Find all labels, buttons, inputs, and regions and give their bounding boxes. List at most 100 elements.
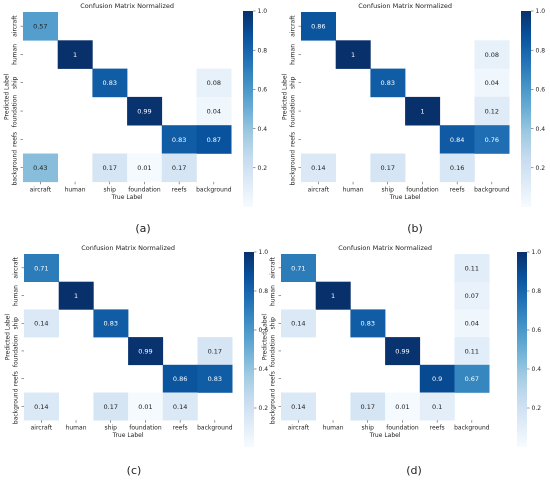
- cell-value-label: 0.04: [465, 320, 479, 328]
- cell-value-label: 0.83: [104, 320, 118, 328]
- cell-value-label: 0.01: [138, 403, 152, 411]
- x-tick-label-human: human: [65, 186, 86, 193]
- colorbar-tick-label: 1.0: [259, 249, 269, 256]
- colorbar-tick-label: 0.6: [259, 327, 269, 334]
- colorbar-tick-label: 1.0: [532, 249, 542, 256]
- cell-value-label: 1: [420, 107, 424, 115]
- heatmap-cell-background-aircraft: [23, 153, 58, 183]
- heatmap-cell-foundation-background: [196, 96, 232, 126]
- y-tick-label-human: human: [270, 285, 277, 306]
- heatmap-cell-aircraft-aircraft: [23, 12, 58, 41]
- heatmap-cell-foundation-background: [454, 337, 490, 366]
- cell-value-label: 0.16: [450, 164, 464, 172]
- y-tick-label-background: background: [12, 150, 19, 186]
- colorbar-tick-label: 0.8: [532, 288, 542, 295]
- heatmap-cell-reefs-background: [474, 125, 510, 154]
- colorbar-tick-label: 0.8: [258, 47, 268, 54]
- cell-value-label: 0.14: [311, 164, 325, 172]
- x-tick-label-foundation: foundation: [129, 425, 162, 432]
- colorbar-tick-label: 0.8: [536, 47, 546, 54]
- cell-value-label: 0.17: [208, 347, 222, 355]
- colorbar-tick-label: 0.6: [536, 87, 546, 94]
- cell-value-label: 0.86: [311, 23, 325, 31]
- colorbar: [521, 11, 531, 207]
- cell-value-label: 0.08: [207, 79, 221, 87]
- heatmap-cell-reefs-background: [197, 364, 233, 393]
- heatmap-cell-background-reefs: [161, 153, 197, 183]
- heatmap-cell-ship-background: [196, 68, 232, 98]
- y-tick-label-human: human: [13, 285, 20, 306]
- cell-value-label: 0.12: [485, 107, 499, 115]
- heatmap-cell-foundation-background: [474, 96, 510, 126]
- colorbar: [244, 252, 254, 447]
- cell-value-label: 0.14: [34, 403, 48, 411]
- colorbar-tick-label: 0.8: [259, 288, 269, 295]
- colorbar-tick-label: 0.4: [259, 366, 269, 373]
- panel-caption: (c): [127, 464, 142, 477]
- heatmap-cell-human-human: [57, 40, 93, 69]
- x-tick-label-background: background: [474, 186, 510, 193]
- heatmap-cell-reefs-reefs: [161, 125, 197, 154]
- x-axis-label: True Label: [111, 194, 143, 201]
- cell-value-label: 0.01: [395, 403, 409, 411]
- y-tick-label-background: background: [270, 388, 277, 424]
- cell-value-label: 1: [331, 292, 335, 300]
- x-tick-label-foundation: foundation: [386, 425, 419, 432]
- cell-value-label: 0.04: [207, 107, 221, 115]
- cell-value-label: 0.17: [361, 403, 375, 411]
- heatmap-cell-reefs-reefs: [419, 364, 455, 393]
- cell-value-label: 0.99: [137, 107, 151, 115]
- colorbar-tick-label: 0.4: [532, 366, 542, 373]
- cell-value-label: 0.87: [207, 136, 221, 144]
- y-tick-label-human: human: [12, 44, 19, 65]
- confusion-matrix-panel-a: Confusion Matrix Normalized 0.57 1 0.83 0.08…: [4, 2, 268, 235]
- heatmap-cell-aircraft-aircraft: [281, 254, 316, 282]
- x-tick-label-human: human: [66, 425, 87, 432]
- heatmap-cell-foundation-foundation: [128, 337, 164, 366]
- heatmap-cell-background-foundation: [127, 153, 163, 183]
- cell-value-label: 0.17: [104, 403, 118, 411]
- x-tick-label-ship: ship: [382, 186, 395, 193]
- y-tick-label-reefs: reefs: [12, 132, 19, 147]
- heatmap-cell-background-ship: [92, 153, 128, 183]
- heatmap-cell-human-background: [454, 281, 490, 310]
- cell-value-label: 0.9: [432, 375, 442, 383]
- chart-title: Confusion Matrix Normalized: [338, 244, 432, 252]
- colorbar-tick-label: 0.4: [536, 126, 546, 133]
- colorbar-tick-label: 0.2: [259, 405, 269, 412]
- cell-value-label: 0.14: [291, 320, 305, 328]
- x-tick-label-background: background: [197, 425, 233, 432]
- y-tick-label-reefs: reefs: [13, 371, 20, 386]
- heatmap-cell-ship-ship: [92, 68, 128, 98]
- heatmap-cell-foundation-foundation: [127, 96, 163, 126]
- cell-value-label: 0.14: [34, 320, 48, 328]
- chart-title: Confusion Matrix Normalized: [358, 2, 452, 10]
- colorbar-tick-label: 0.2: [258, 165, 268, 172]
- y-tick-label-reefs: reefs: [270, 371, 277, 386]
- x-tick-label-background: background: [454, 425, 490, 432]
- heatmap-cell-background-foundation: [128, 392, 164, 421]
- x-tick-label-aircraft: aircraft: [30, 186, 52, 193]
- heatmap-cell-background-aircraft: [281, 392, 316, 421]
- y-tick-label-aircraft: aircraft: [12, 15, 19, 37]
- cell-value-label: 0.99: [395, 347, 409, 355]
- cell-value-label: 0.1: [432, 403, 442, 411]
- heatmap-cell-background-aircraft: [24, 392, 59, 421]
- y-tick-label-foundation: foundation: [270, 335, 277, 368]
- y-axis-label: Predicted Label: [4, 73, 11, 120]
- x-tick-label-foundation: foundation: [128, 186, 161, 193]
- cell-value-label: 0.71: [34, 264, 48, 272]
- y-tick-label-reefs: reefs: [290, 132, 297, 147]
- heatmap-cell-human-human: [335, 40, 371, 69]
- x-tick-label-foundation: foundation: [406, 186, 439, 193]
- heatmap-cell-background-ship: [350, 392, 386, 421]
- panel-caption: (d): [406, 464, 422, 477]
- heatmap-cell-background-reefs: [419, 392, 455, 421]
- cell-value-label: 0.14: [173, 403, 187, 411]
- heatmap-cell-ship-background: [474, 68, 510, 98]
- cell-value-label: 0.67: [465, 375, 479, 383]
- cell-value-label: 0.01: [137, 164, 151, 172]
- cell-value-label: 0.76: [485, 136, 499, 144]
- x-tick-label-aircraft: aircraft: [31, 425, 53, 432]
- colorbar-tick-label: 0.4: [258, 126, 268, 133]
